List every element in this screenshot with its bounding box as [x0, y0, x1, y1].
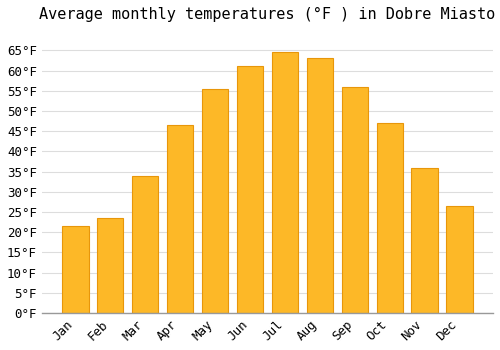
Bar [97, 218, 124, 313]
Bar [237, 66, 263, 313]
Bar [446, 206, 472, 313]
Title: Average monthly temperatures (°F ) in Dobre Miasto: Average monthly temperatures (°F ) in Do… [40, 7, 496, 22]
Bar [412, 168, 438, 313]
Bar [62, 226, 88, 313]
Bar [376, 123, 402, 313]
Bar [306, 58, 333, 313]
Bar [167, 125, 193, 313]
Bar [202, 89, 228, 313]
Bar [342, 87, 368, 313]
Bar [272, 52, 298, 313]
Bar [132, 176, 158, 313]
